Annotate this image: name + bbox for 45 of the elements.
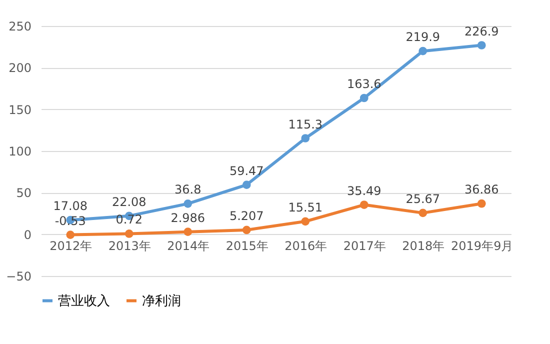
data-label: 35.49	[346, 184, 382, 198]
y-tick-label: 150	[8, 102, 32, 117]
point	[418, 46, 428, 56]
data-label: 25.67	[406, 192, 440, 206]
data-label: 36.8	[174, 182, 202, 197]
point	[477, 41, 486, 50]
point	[184, 199, 192, 208]
y-tick-label: 200	[8, 61, 32, 76]
point	[242, 226, 251, 234]
x-tick-label: 2017年	[343, 238, 386, 253]
y-tick-label: 250	[8, 20, 32, 34]
x-tick-label: 2013年	[108, 238, 151, 253]
x-tick-label: 2018年	[402, 238, 445, 253]
x-tick-label: 2015年	[226, 238, 268, 253]
y-tick-label: −50	[6, 270, 32, 284]
data-label: 163.6	[346, 77, 382, 91]
point	[477, 199, 486, 208]
data-label: 115.3	[288, 117, 323, 132]
data-label: 36.86	[464, 182, 499, 197]
point	[66, 230, 75, 239]
x-tick-label: 2019年9月	[451, 238, 514, 253]
data-label: 22.08	[112, 194, 146, 209]
point	[124, 230, 134, 238]
point	[184, 228, 192, 236]
data-label: 226.9	[464, 24, 499, 38]
point	[242, 180, 251, 189]
data-label: 17.08	[53, 199, 88, 214]
point	[360, 200, 368, 209]
legend-label: 营业收入	[58, 294, 110, 309]
point	[301, 217, 310, 226]
x-tick-label: 2016年	[284, 238, 328, 253]
data-label: 5.207	[229, 208, 264, 223]
x-tick-label: 2014年	[167, 238, 210, 253]
x-tick-label: 2012年	[50, 238, 92, 253]
y-tick-label: 50	[16, 186, 32, 200]
y-tick-label: 0	[24, 228, 32, 242]
data-label: 2.986	[170, 210, 206, 225]
data-label: 15.51	[288, 200, 323, 214]
legend-label: 净利润	[142, 294, 181, 309]
point	[418, 208, 428, 218]
point	[301, 134, 310, 142]
data-label: 59.47	[229, 164, 264, 178]
point	[360, 94, 368, 102]
y-tick-label: 100	[8, 144, 32, 158]
data-label: 219.9	[406, 30, 440, 44]
